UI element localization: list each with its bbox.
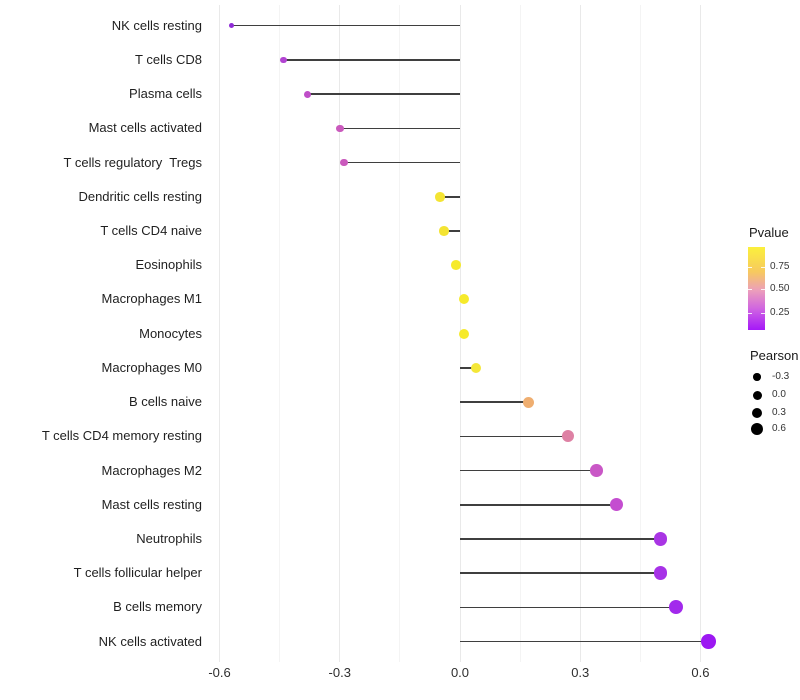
lollipop-stem bbox=[460, 367, 477, 369]
pearson-size-dot bbox=[752, 390, 762, 400]
lollipop-dot bbox=[304, 90, 312, 98]
lollipop-dot bbox=[653, 532, 668, 546]
x-tick-label: -0.6 bbox=[208, 665, 231, 680]
category-label: Neutrophils bbox=[136, 531, 202, 546]
minor-gridline bbox=[399, 5, 401, 662]
legend-pearson-title: Pearson bbox=[750, 348, 799, 363]
lollipop-dot bbox=[435, 192, 445, 202]
category-label: T cells CD8 bbox=[135, 51, 202, 67]
lollipop-dot bbox=[280, 56, 287, 64]
category-label: Monocytes bbox=[139, 325, 202, 341]
lollipop-dot bbox=[701, 634, 716, 650]
lollipop-dot bbox=[609, 498, 623, 512]
major-gridline bbox=[219, 5, 221, 662]
x-tick-label: 0.6 bbox=[691, 665, 710, 680]
lollipop-dot bbox=[562, 430, 575, 443]
lollipop-stem bbox=[231, 24, 460, 27]
major-gridline bbox=[339, 5, 341, 662]
lollipop-stem bbox=[460, 435, 569, 438]
pvalue-tick-label: 0.50 bbox=[770, 283, 790, 294]
lollipop-stem bbox=[307, 93, 460, 95]
pvalue-tick-mark bbox=[761, 267, 765, 268]
pvalue-tick-label: 0.75 bbox=[770, 261, 790, 272]
minor-gridline bbox=[639, 5, 641, 662]
pearson-size-label: -0.3 bbox=[772, 371, 790, 382]
category-label: Mast cells activated bbox=[88, 120, 202, 136]
category-label: B cells naive bbox=[129, 394, 202, 410]
pvalue-tick-mark bbox=[761, 289, 765, 290]
major-gridline bbox=[579, 5, 581, 662]
lollipop-stem bbox=[343, 161, 460, 164]
lollipop-stem bbox=[460, 538, 661, 540]
lollipop-stem bbox=[439, 196, 460, 198]
category-label: T cells CD4 naive bbox=[100, 223, 202, 239]
legend-pvalue-title: Pvalue bbox=[749, 225, 789, 240]
lollipop-dot bbox=[451, 260, 461, 271]
pearson-size-label: 0.6 bbox=[772, 423, 786, 434]
lollipop-stem bbox=[460, 572, 661, 574]
pvalue-tick-mark bbox=[748, 267, 752, 268]
lollipop-dot bbox=[653, 566, 668, 581]
x-tick-label: 0.3 bbox=[571, 665, 590, 680]
category-label: T cells follicular helper bbox=[73, 565, 202, 581]
lollipop-stem bbox=[443, 230, 460, 232]
minor-gridline bbox=[519, 5, 521, 662]
pvalue-tick-mark bbox=[748, 313, 752, 314]
category-label: B cells memory bbox=[113, 599, 202, 615]
lollipop-dot bbox=[439, 226, 449, 236]
pvalue-tick-mark bbox=[748, 289, 752, 290]
lollipop-stem bbox=[283, 59, 460, 61]
pvalue-tick-mark bbox=[761, 313, 765, 314]
lollipop-stem bbox=[460, 504, 617, 506]
pearson-size-dot bbox=[751, 407, 763, 419]
lollipop-dot bbox=[339, 158, 348, 167]
lollipop-dot bbox=[459, 294, 469, 305]
lollipop-dot bbox=[589, 464, 603, 477]
pearson-size-dot bbox=[750, 422, 764, 436]
lollipop-dot bbox=[335, 124, 344, 133]
pvalue-tick-label: 0.25 bbox=[770, 307, 790, 318]
lollipop-stem bbox=[460, 640, 709, 643]
lollipop-dot bbox=[522, 396, 534, 408]
category-label: Eosinophils bbox=[135, 257, 203, 273]
lollipop-stem bbox=[460, 401, 529, 403]
pearson-size-label: 0.0 bbox=[772, 389, 786, 400]
category-label: T cells CD4 memory resting bbox=[41, 428, 202, 444]
x-tick-label: 0.0 bbox=[450, 665, 470, 680]
lollipop-dot bbox=[228, 22, 235, 29]
minor-gridline bbox=[279, 5, 281, 662]
lollipop-dot bbox=[669, 600, 684, 615]
lollipop-dot bbox=[470, 362, 482, 373]
x-tick-label: -0.3 bbox=[328, 665, 351, 680]
lollipop-dot bbox=[459, 328, 469, 339]
category-label: NK cells resting bbox=[111, 17, 202, 33]
pvalue-colorbar bbox=[748, 247, 765, 330]
category-label: Macrophages M1 bbox=[101, 291, 202, 307]
major-gridline bbox=[699, 5, 701, 662]
category-label: T cells regulatory Tregs bbox=[63, 154, 202, 170]
category-label: Dendritic cells resting bbox=[78, 188, 202, 204]
category-label: Macrophages M2 bbox=[101, 462, 202, 478]
lollipop-stem bbox=[460, 606, 677, 609]
lollipop-stem bbox=[339, 127, 460, 130]
category-label: NK cells activated bbox=[98, 633, 202, 649]
category-label: Mast cells resting bbox=[101, 496, 202, 512]
category-label: Plasma cells bbox=[129, 86, 202, 102]
pearson-size-label: 0.3 bbox=[772, 407, 786, 418]
category-label: Macrophages M0 bbox=[101, 359, 202, 375]
lollipop-stem bbox=[460, 469, 597, 472]
pearson-size-dot bbox=[753, 373, 761, 381]
